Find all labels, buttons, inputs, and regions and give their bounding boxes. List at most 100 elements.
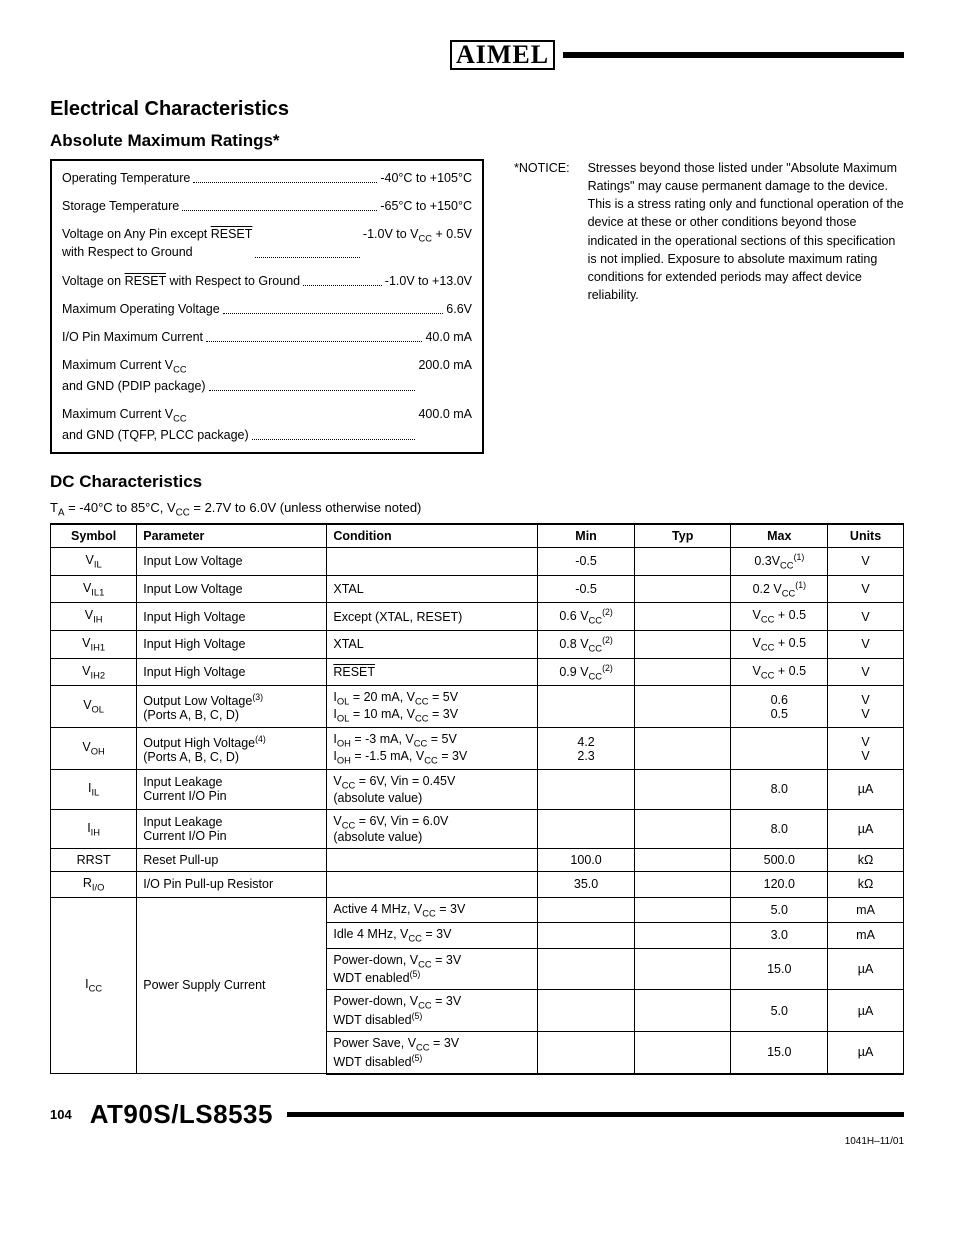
dc-cell [634, 809, 731, 849]
notice: *NOTICE: Stresses beyond those listed un… [514, 159, 904, 454]
table-row: VOLOutput Low Voltage(3)(Ports A, B, C, … [51, 686, 904, 728]
dc-cell [634, 630, 731, 658]
dc-cell: -0.5 [538, 547, 635, 575]
dc-cell [634, 849, 731, 872]
logo: AIMEL [450, 40, 555, 70]
dc-cell [538, 809, 635, 849]
table-row: IILInput LeakageCurrent I/O PinVCC = 6V,… [51, 770, 904, 810]
dc-cell: RESET [327, 658, 538, 686]
table-row: RI/OI/O Pin Pull-up Resistor35.0120.0kΩ [51, 872, 904, 898]
dc-cell: V [828, 575, 904, 603]
dc-cell: 3.0 [731, 923, 828, 949]
amr-row: Voltage on RESET with Respect to Ground -… [62, 272, 472, 290]
dc-cell: VIH [51, 603, 137, 631]
amr-label: Voltage on RESET with Respect to Ground [62, 272, 300, 290]
table-row: VIH2Input High VoltageRESET0.9 VCC(2)VCC… [51, 658, 904, 686]
dc-cell: 0.9 VCC(2) [538, 658, 635, 686]
amr-value: -1.0V to +13.0V [385, 272, 472, 290]
dc-cell [634, 547, 731, 575]
dc-cell: 15.0 [731, 1032, 828, 1074]
dc-cell: VIH1 [51, 630, 137, 658]
dc-cell: Active 4 MHz, VCC = 3V [327, 897, 538, 923]
dc-cell: V [828, 547, 904, 575]
table-row: VOHOutput High Voltage(4)(Ports A, B, C,… [51, 728, 904, 770]
footer: 104 AT90S/LS8535 [50, 1099, 904, 1130]
header-rule [563, 52, 904, 58]
dc-cell [634, 686, 731, 728]
dc-cell [327, 547, 538, 575]
dc-cell: Input High Voltage [137, 658, 327, 686]
dc-header: Min [538, 524, 635, 548]
dc-cell: VOH [51, 728, 137, 770]
dc-cell [634, 923, 731, 949]
dc-cell [634, 575, 731, 603]
dc-cell: IIL [51, 770, 137, 810]
dc-cell: VCC = 6V, Vin = 0.45V(absolute value) [327, 770, 538, 810]
dc-cell: VIL1 [51, 575, 137, 603]
amr-value: 200.0 mA [418, 356, 472, 395]
dc-cell: Output High Voltage(4)(Ports A, B, C, D) [137, 728, 327, 770]
amr-label: Maximum Current VCCand GND (PDIP package… [62, 356, 206, 395]
amr-title: Absolute Maximum Ratings* [50, 131, 904, 151]
dc-cell: Input Low Voltage [137, 575, 327, 603]
amr-row: Storage Temperature-65°C to +150°C [62, 197, 472, 215]
amr-value: 40.0 mA [425, 328, 472, 346]
dc-cell: Input Low Voltage [137, 547, 327, 575]
dc-cell [538, 923, 635, 949]
dc-header: Symbol [51, 524, 137, 548]
dc-cell [327, 872, 538, 898]
table-row: RRSTReset Pull-up100.0500.0kΩ [51, 849, 904, 872]
dc-condition: TA = -40°C to 85°C, VCC = 2.7V to 6.0V (… [50, 500, 904, 519]
dc-cell: V [828, 603, 904, 631]
amr-value: -1.0V to VCC + 0.5V [363, 225, 472, 261]
dc-cell [731, 728, 828, 770]
dc-cell [538, 686, 635, 728]
dc-cell: 0.3VCC(1) [731, 547, 828, 575]
dc-cell: Power Supply Current [137, 897, 327, 1073]
dc-cell: Input LeakageCurrent I/O Pin [137, 809, 327, 849]
dc-cell: kΩ [828, 872, 904, 898]
dc-header: Condition [327, 524, 538, 548]
dc-cell: I/O Pin Pull-up Resistor [137, 872, 327, 898]
amr-label: Maximum Current VCCand GND (TQFP, PLCC p… [62, 405, 249, 444]
section-title: Electrical Characteristics [50, 98, 904, 121]
amr-label: Maximum Operating Voltage [62, 300, 220, 318]
amr-value: -65°C to +150°C [380, 197, 472, 215]
dc-cell: Power Save, VCC = 3VWDT disabled(5) [327, 1032, 538, 1074]
table-row: ICCPower Supply CurrentActive 4 MHz, VCC… [51, 897, 904, 923]
dc-cell: mA [828, 897, 904, 923]
dc-cell: Output Low Voltage(3)(Ports A, B, C, D) [137, 686, 327, 728]
amr-box: Operating Temperature-40°C to +105°CStor… [50, 159, 484, 454]
dc-cell: µA [828, 809, 904, 849]
dc-cell: 500.0 [731, 849, 828, 872]
dc-cell [634, 948, 731, 990]
page-number: 104 [50, 1107, 72, 1122]
dc-cell: 35.0 [538, 872, 635, 898]
dc-cell: µA [828, 770, 904, 810]
amr-row: Maximum Operating Voltage6.6V [62, 300, 472, 318]
dc-cell: 4.22.3 [538, 728, 635, 770]
dc-cell: VV [828, 728, 904, 770]
part-number: AT90S/LS8535 [90, 1099, 273, 1130]
dc-cell [634, 990, 731, 1032]
dc-cell [634, 897, 731, 923]
amr-row: Maximum Current VCCand GND (PDIP package… [62, 356, 472, 395]
dc-cell: µA [828, 948, 904, 990]
dc-cell: 0.6 VCC(2) [538, 603, 635, 631]
dc-cell: ICC [51, 897, 137, 1073]
amr-value: 400.0 mA [418, 405, 472, 444]
dc-cell: Input LeakageCurrent I/O Pin [137, 770, 327, 810]
dc-cell: XTAL [327, 575, 538, 603]
amr-label: I/O Pin Maximum Current [62, 328, 203, 346]
dc-cell: VIL [51, 547, 137, 575]
dc-table: SymbolParameterConditionMinTypMaxUnits V… [50, 523, 904, 1075]
dc-cell: VIH2 [51, 658, 137, 686]
dc-cell [634, 872, 731, 898]
dc-cell: 8.0 [731, 770, 828, 810]
footer-rule [287, 1112, 904, 1117]
dc-cell: Idle 4 MHz, VCC = 3V [327, 923, 538, 949]
dc-cell: 8.0 [731, 809, 828, 849]
amr-value: -40°C to +105°C [380, 169, 472, 187]
dc-cell: RI/O [51, 872, 137, 898]
amr-row: I/O Pin Maximum Current 40.0 mA [62, 328, 472, 346]
